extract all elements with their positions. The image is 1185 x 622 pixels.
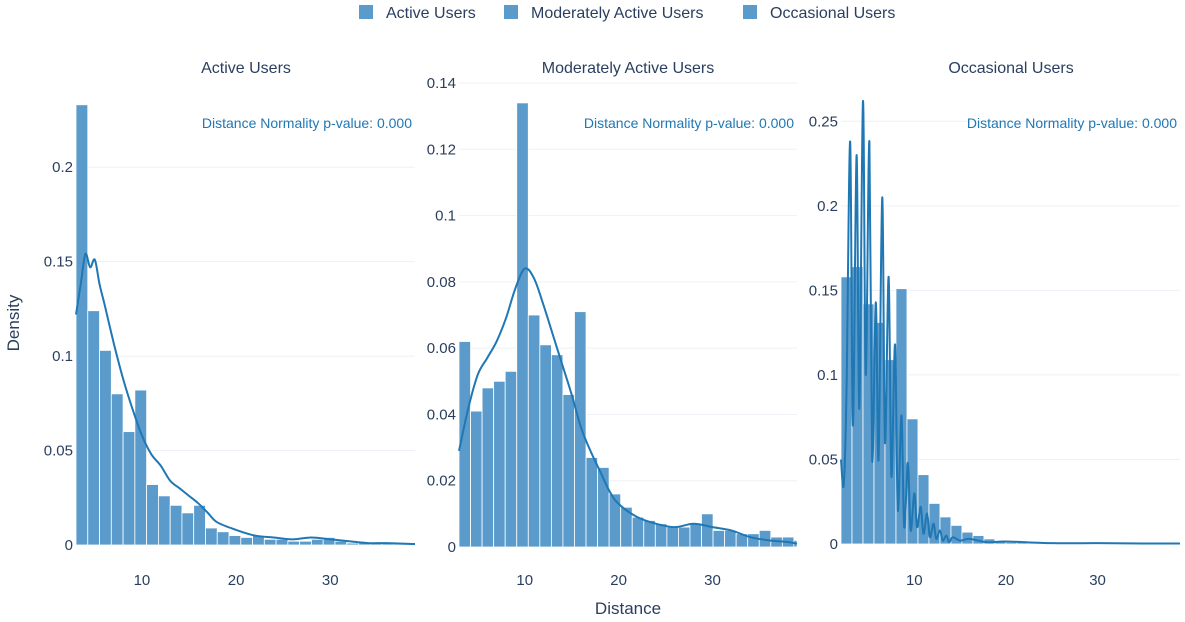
y-tick-label: 0.04 [427,406,456,423]
y-tick-label: 0.2 [52,159,73,176]
x-axis-title: Distance [595,599,661,618]
histogram-bar[interactable] [134,389,148,546]
histogram-bar[interactable] [527,314,541,548]
histogram-bar[interactable] [470,410,483,548]
x-tick-label: 20 [610,572,627,589]
y-tick-label: 0.25 [809,113,838,130]
histogram-bar[interactable] [146,484,159,546]
histogram-bar[interactable] [689,523,702,548]
y-tick-label: 0.15 [809,282,838,299]
histogram-bar[interactable] [287,540,301,546]
histogram-bar[interactable] [724,530,737,548]
y-tick-label: 0.15 [44,254,73,271]
histogram-bar[interactable] [550,354,564,548]
histogram-bar[interactable] [678,526,691,548]
subplot-moderately-active-users: 0 0.02 0.04 0.06 0.08 0.1 0.12 0.14 10 20 30 Modera… [427,60,798,589]
subplot-active-users: 0 0.05 0.1 0.15 0.2 10 20 30 Active Users Distanc… [44,60,416,589]
y-tick-label: 0.1 [52,348,73,365]
histogram-bar[interactable] [193,504,206,546]
histogram-bar[interactable] [263,538,277,546]
legend-item-active-users[interactable]: Active Users [359,5,476,22]
histogram-bar[interactable] [631,516,645,548]
y-tick-label: 0.14 [427,75,456,92]
subplot-occasional-users: 0 0.05 0.1 0.15 0.2 0.25 10 20 30 Occasional User… [809,60,1181,589]
histogram-bar[interactable] [666,526,679,548]
y-tick-label: 0.12 [427,141,456,158]
x-tick-label: 20 [228,572,245,589]
x-tick-label: 30 [1089,572,1106,589]
y-tick-label: 0 [448,539,456,556]
histogram-bar[interactable] [585,457,598,548]
kde-line[interactable] [75,252,416,546]
y-tick-label: 0.1 [817,367,838,384]
x-tick-label: 10 [906,572,923,589]
histogram-bar[interactable] [493,380,506,548]
histogram-bar[interactable] [516,102,529,548]
legend-swatch [743,5,757,19]
normality-annotation: Distance Normality p-value: 0.000 [202,115,412,131]
histogram-bar[interactable] [122,431,136,546]
y-tick-label: 0.2 [817,198,838,215]
y-tick-label: 0.08 [427,274,456,291]
legend-swatch [504,5,518,19]
histogram-bar[interactable] [562,394,575,548]
legend: Active Users Moderately Active Users Occ… [359,5,895,22]
y-tick-label: 0 [830,536,838,553]
kde-line[interactable] [458,267,798,545]
y-tick-label: 0.1 [435,208,456,225]
histogram-bar[interactable] [504,370,518,548]
histogram-bar[interactable] [299,540,312,546]
legend-swatch [359,5,373,19]
histogram-bar[interactable] [169,504,183,546]
normality-annotation: Distance Normality p-value: 0.000 [967,115,1177,131]
histogram-bar[interactable] [311,538,324,546]
x-tick-label: 10 [516,572,533,589]
kde-line[interactable] [840,99,1181,545]
histogram-bar[interactable] [216,531,230,546]
x-tick-label: 10 [134,572,151,589]
subplot-title: Active Users [201,60,291,77]
histogram-bar[interactable] [75,104,89,546]
legend-item-occasional-users[interactable]: Occasional Users [743,5,895,22]
y-tick-label: 0.05 [44,443,73,460]
y-tick-label: 0 [65,537,73,554]
y-tick-label: 0.06 [427,340,456,357]
histogram-bar[interactable] [240,537,253,546]
histogram-bar[interactable] [701,513,714,548]
histogram-bar[interactable] [275,538,289,546]
x-tick-label: 30 [322,572,339,589]
histogram-bar[interactable] [205,527,218,546]
y-tick-label: 0.05 [809,451,838,468]
histogram-bar[interactable] [539,344,552,548]
normality-annotation: Distance Normality p-value: 0.000 [584,115,794,131]
histogram-bar[interactable] [481,387,495,548]
histogram-bar[interactable] [346,542,359,546]
x-tick-label: 20 [998,572,1015,589]
histogram-bar[interactable] [608,493,622,548]
subplot-title: Moderately Active Users [542,60,715,77]
legend-label: Occasional Users [770,5,895,22]
legend-label: Active Users [386,5,476,22]
y-tick-label: 0.02 [427,473,456,490]
histogram-bar[interactable] [712,530,726,548]
legend-item-moderately-active-users[interactable]: Moderately Active Users [504,5,704,22]
histogram-bar[interactable] [654,523,668,548]
histogram-bar[interactable] [228,535,242,546]
histogram-bar[interactable] [747,533,760,548]
y-axis-title: Density [4,294,23,351]
histogram-bar[interactable] [87,310,100,546]
x-tick-label: 30 [704,572,721,589]
histogram-bar[interactable] [643,520,656,548]
histogram-bar[interactable] [110,393,124,546]
histogram-bar[interactable] [574,311,587,548]
histogram-bar[interactable] [181,512,195,546]
histogram-bar[interactable] [99,349,112,546]
subplot-title: Occasional Users [948,60,1073,77]
legend-label: Moderately Active Users [531,5,704,22]
histogram-bar[interactable] [157,495,171,546]
